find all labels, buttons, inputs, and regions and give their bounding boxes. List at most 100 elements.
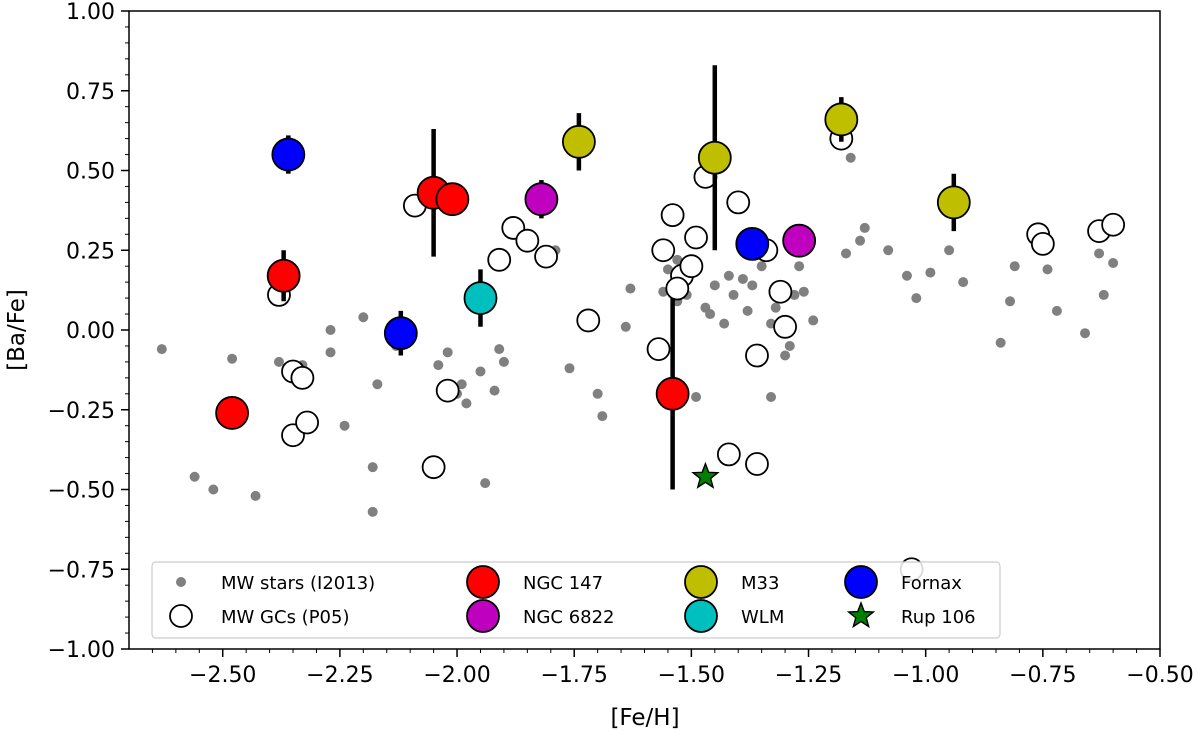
mw-star-point bbox=[189, 471, 200, 482]
y-tick-label: −1.00 bbox=[48, 638, 115, 663]
y-axis-label: [Ba/Fe] bbox=[4, 289, 30, 371]
mw-gc-point bbox=[646, 337, 671, 362]
mw-star-point bbox=[489, 385, 500, 396]
m33-point bbox=[697, 140, 732, 175]
mw-star-point bbox=[1094, 248, 1105, 259]
y-tick-label: −0.75 bbox=[48, 558, 115, 583]
mw-star-point bbox=[494, 344, 505, 355]
mw-star-point bbox=[723, 270, 734, 281]
mw-star-point bbox=[250, 490, 261, 501]
ngc-6822-point bbox=[524, 182, 559, 217]
mw-gc-point bbox=[487, 247, 512, 272]
legend-marker-rup-106 bbox=[846, 601, 876, 629]
legend-label: M33 bbox=[741, 573, 779, 594]
rup-106-point bbox=[691, 461, 720, 489]
mw-star-point bbox=[1042, 264, 1053, 275]
y-tick-label: 1.00 bbox=[66, 0, 115, 25]
mw-star-point bbox=[859, 222, 870, 233]
x-tick-label: −0.50 bbox=[1126, 663, 1193, 688]
mw-gc-point bbox=[768, 279, 793, 304]
y-tick-label: 0.25 bbox=[66, 239, 115, 264]
mw-star-point bbox=[705, 309, 716, 320]
mw-star-point bbox=[1108, 258, 1119, 269]
mw-star-point bbox=[737, 273, 748, 284]
x-tick-label: −2.00 bbox=[423, 663, 490, 688]
mw-star-point bbox=[1051, 305, 1062, 316]
mw-gc-point bbox=[295, 410, 319, 435]
mw-star-point bbox=[901, 270, 912, 281]
mw-star-point bbox=[367, 506, 378, 517]
x-tick-label: −2.50 bbox=[189, 663, 256, 688]
ngc-6822-point bbox=[782, 223, 817, 258]
legend-marker-mw-stars-i2013- bbox=[176, 577, 186, 587]
mw-star-point bbox=[911, 293, 922, 304]
mw-gc-point bbox=[435, 378, 460, 403]
y-tick-label: −0.25 bbox=[48, 399, 115, 424]
mw-star-point bbox=[475, 366, 486, 377]
mw-star-point bbox=[620, 321, 631, 332]
legend-marker-ngc-147 bbox=[466, 565, 500, 599]
y-tick-label: 0.75 bbox=[66, 80, 115, 105]
mw-gc-point bbox=[745, 343, 769, 368]
mw-gc-point bbox=[684, 225, 708, 250]
mw-star-point bbox=[728, 289, 739, 300]
mw-star-point bbox=[841, 248, 852, 259]
mw-star-point bbox=[855, 235, 866, 246]
x-tick-label: −2.25 bbox=[306, 663, 373, 688]
axis-ticks: −2.50 −2.25 −2.00 −1.75 −1.50 −1.25 −1.00 −0.75… bbox=[48, 0, 1194, 688]
mw-star-point bbox=[709, 280, 720, 291]
ngc-147-point bbox=[655, 376, 690, 411]
m33-point bbox=[824, 102, 859, 137]
mw-gc-point bbox=[515, 228, 540, 253]
mw-star-point bbox=[845, 152, 856, 163]
mw-gc-point bbox=[290, 365, 315, 390]
legend-marker-mw-gcs-p05- bbox=[169, 604, 193, 628]
x-tick-label: −1.00 bbox=[892, 663, 959, 688]
mw-star-point bbox=[958, 277, 969, 288]
mw-star-point bbox=[156, 344, 167, 355]
mw-gc-point bbox=[679, 254, 704, 279]
x-tick-label: −1.75 bbox=[540, 663, 607, 688]
mw-gc-point bbox=[716, 442, 741, 467]
mw-star-point bbox=[597, 411, 608, 422]
ngc-147-point bbox=[266, 258, 301, 293]
legend-marker-m33 bbox=[684, 565, 718, 599]
mw-gc-point bbox=[726, 190, 751, 215]
mw-star-point bbox=[883, 245, 894, 256]
mw-star-point bbox=[208, 484, 219, 495]
legend-label: NGC 147 bbox=[523, 573, 603, 594]
mw-star-point bbox=[784, 340, 795, 351]
plot-frame bbox=[128, 10, 1161, 650]
mw-gc-point bbox=[421, 455, 446, 480]
mw-star-point bbox=[756, 261, 767, 272]
ngc-147-point bbox=[215, 396, 250, 430]
mw-star-point bbox=[625, 283, 636, 294]
y-tick-label: 0.00 bbox=[66, 319, 115, 344]
mw-star-point bbox=[1009, 261, 1020, 272]
mw-gc-point bbox=[660, 203, 685, 228]
mw-star-point bbox=[564, 363, 575, 374]
mw-star-point bbox=[944, 245, 955, 256]
legend-label: MW stars (I2013) bbox=[221, 573, 375, 594]
mw-gc-point bbox=[576, 308, 601, 333]
mw-star-point bbox=[780, 350, 791, 361]
mw-star-point bbox=[1098, 289, 1109, 300]
mw-star-point bbox=[766, 391, 777, 402]
mw-gc-point bbox=[534, 244, 558, 269]
legend-box bbox=[151, 561, 1001, 639]
legend: MW stars (I2013) MW GCs (P05) NGC 147 NGC 6… bbox=[151, 561, 1001, 639]
mw-star-point bbox=[325, 325, 336, 335]
mw-star-point bbox=[273, 356, 284, 367]
legend-marker-ngc-6822 bbox=[466, 599, 500, 633]
ngc-147-point bbox=[435, 182, 470, 217]
mw-star-point bbox=[480, 478, 491, 489]
mw-gc-point bbox=[1101, 212, 1126, 237]
legend-label: Fornax bbox=[901, 573, 962, 594]
mw-star-point bbox=[742, 305, 753, 316]
y-tick-label: 0.50 bbox=[66, 160, 115, 185]
legend-label: NGC 6822 bbox=[523, 607, 615, 628]
mw-star-point bbox=[372, 379, 383, 390]
mw-star-point bbox=[358, 312, 369, 323]
mw-star-point bbox=[456, 379, 467, 390]
